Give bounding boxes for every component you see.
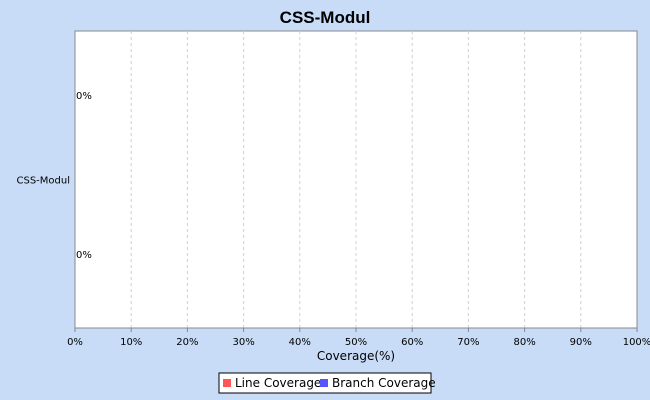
x-axis-ticks: 0% 10% 20% 30% 40% 50% 60% 70% 80% 90% 100% xyxy=(67,328,650,348)
grid-lines xyxy=(130,31,582,328)
x-tick-label: 100% xyxy=(623,337,650,348)
x-tick-label: 80% xyxy=(513,337,535,348)
x-tick-label: 50% xyxy=(345,337,367,348)
data-labels: 0% 0% xyxy=(76,91,92,261)
legend: Line Coverage Branch Coverage xyxy=(218,372,436,394)
x-tick-label: 40% xyxy=(289,337,311,348)
chart-title: CSS-Modul xyxy=(280,8,371,27)
legend-label: Line Coverage xyxy=(235,376,321,390)
x-tick-label: 70% xyxy=(457,337,479,348)
legend-swatch xyxy=(223,379,231,387)
x-tick-label: 90% xyxy=(570,337,592,348)
x-axis-label: Coverage(%) xyxy=(317,349,395,363)
x-tick-label: 20% xyxy=(176,337,198,348)
bar-data-label: 0% xyxy=(76,91,92,102)
x-tick-label: 0% xyxy=(67,337,83,348)
y-axis-categories: CSS-Modul xyxy=(17,176,71,187)
x-tick-label: 60% xyxy=(401,337,423,348)
x-tick-label: 30% xyxy=(232,337,254,348)
y-category-label: CSS-Modul xyxy=(17,176,71,187)
bar-data-label: 0% xyxy=(76,250,92,261)
x-tick-label: 10% xyxy=(120,337,142,348)
legend-label: Branch Coverage xyxy=(332,376,436,390)
legend-swatch xyxy=(320,379,328,387)
